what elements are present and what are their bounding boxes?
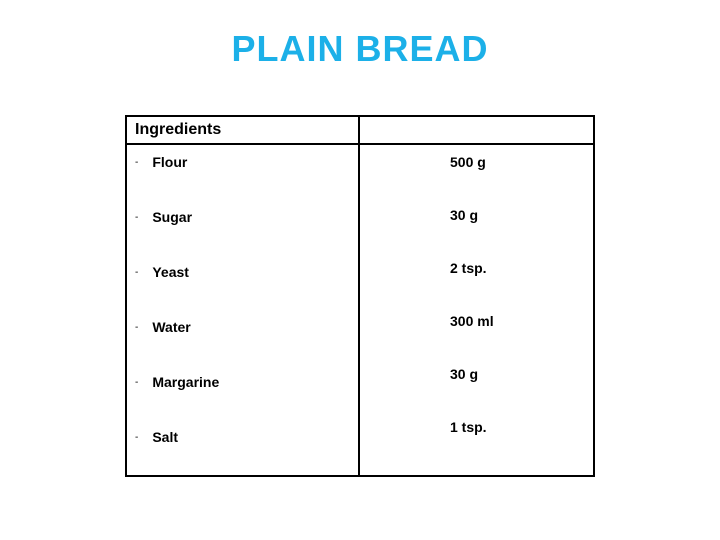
ingredient-amount: 30 g bbox=[360, 357, 593, 410]
ingredient-name: Flour bbox=[152, 154, 187, 170]
ingredient-name: Water bbox=[152, 319, 190, 335]
bullet-icon: - bbox=[135, 154, 138, 172]
table-header-row: Ingredients bbox=[125, 115, 595, 145]
table-row: - Sugar bbox=[127, 200, 358, 255]
ingredient-amount: 30 g bbox=[360, 198, 593, 251]
table-header-empty bbox=[360, 117, 593, 143]
ingredient-name: Yeast bbox=[152, 264, 189, 280]
table-row: - Salt bbox=[127, 420, 358, 475]
ingredient-amount: 1 tsp. bbox=[360, 410, 593, 463]
ingredient-name: Margarine bbox=[152, 374, 219, 390]
ingredients-column: - Flour - Sugar - Yeast - Water - Margar… bbox=[127, 145, 360, 475]
ingredient-amount: 2 tsp. bbox=[360, 251, 593, 304]
ingredient-name: Sugar bbox=[152, 209, 192, 225]
table-header-label: Ingredients bbox=[127, 117, 360, 143]
table-row: - Yeast bbox=[127, 255, 358, 310]
ingredients-table: Ingredients - Flour - Sugar - Yeast - Wa… bbox=[125, 115, 595, 477]
bullet-icon: - bbox=[135, 264, 138, 282]
page-title: PLAIN BREAD bbox=[0, 0, 720, 70]
bullet-icon: - bbox=[135, 319, 138, 337]
amounts-column: 500 g 30 g 2 tsp. 300 ml 30 g 1 tsp. bbox=[360, 145, 593, 475]
table-row: - Water bbox=[127, 310, 358, 365]
ingredient-name: Salt bbox=[152, 429, 178, 445]
ingredient-amount: 500 g bbox=[360, 145, 593, 198]
table-row: - Flour bbox=[127, 145, 358, 200]
bullet-icon: - bbox=[135, 429, 138, 447]
table-row: - Margarine bbox=[127, 365, 358, 420]
ingredient-amount: 300 ml bbox=[360, 304, 593, 357]
table-body: - Flour - Sugar - Yeast - Water - Margar… bbox=[125, 145, 595, 477]
bullet-icon: - bbox=[135, 209, 138, 227]
bullet-icon: - bbox=[135, 374, 138, 392]
